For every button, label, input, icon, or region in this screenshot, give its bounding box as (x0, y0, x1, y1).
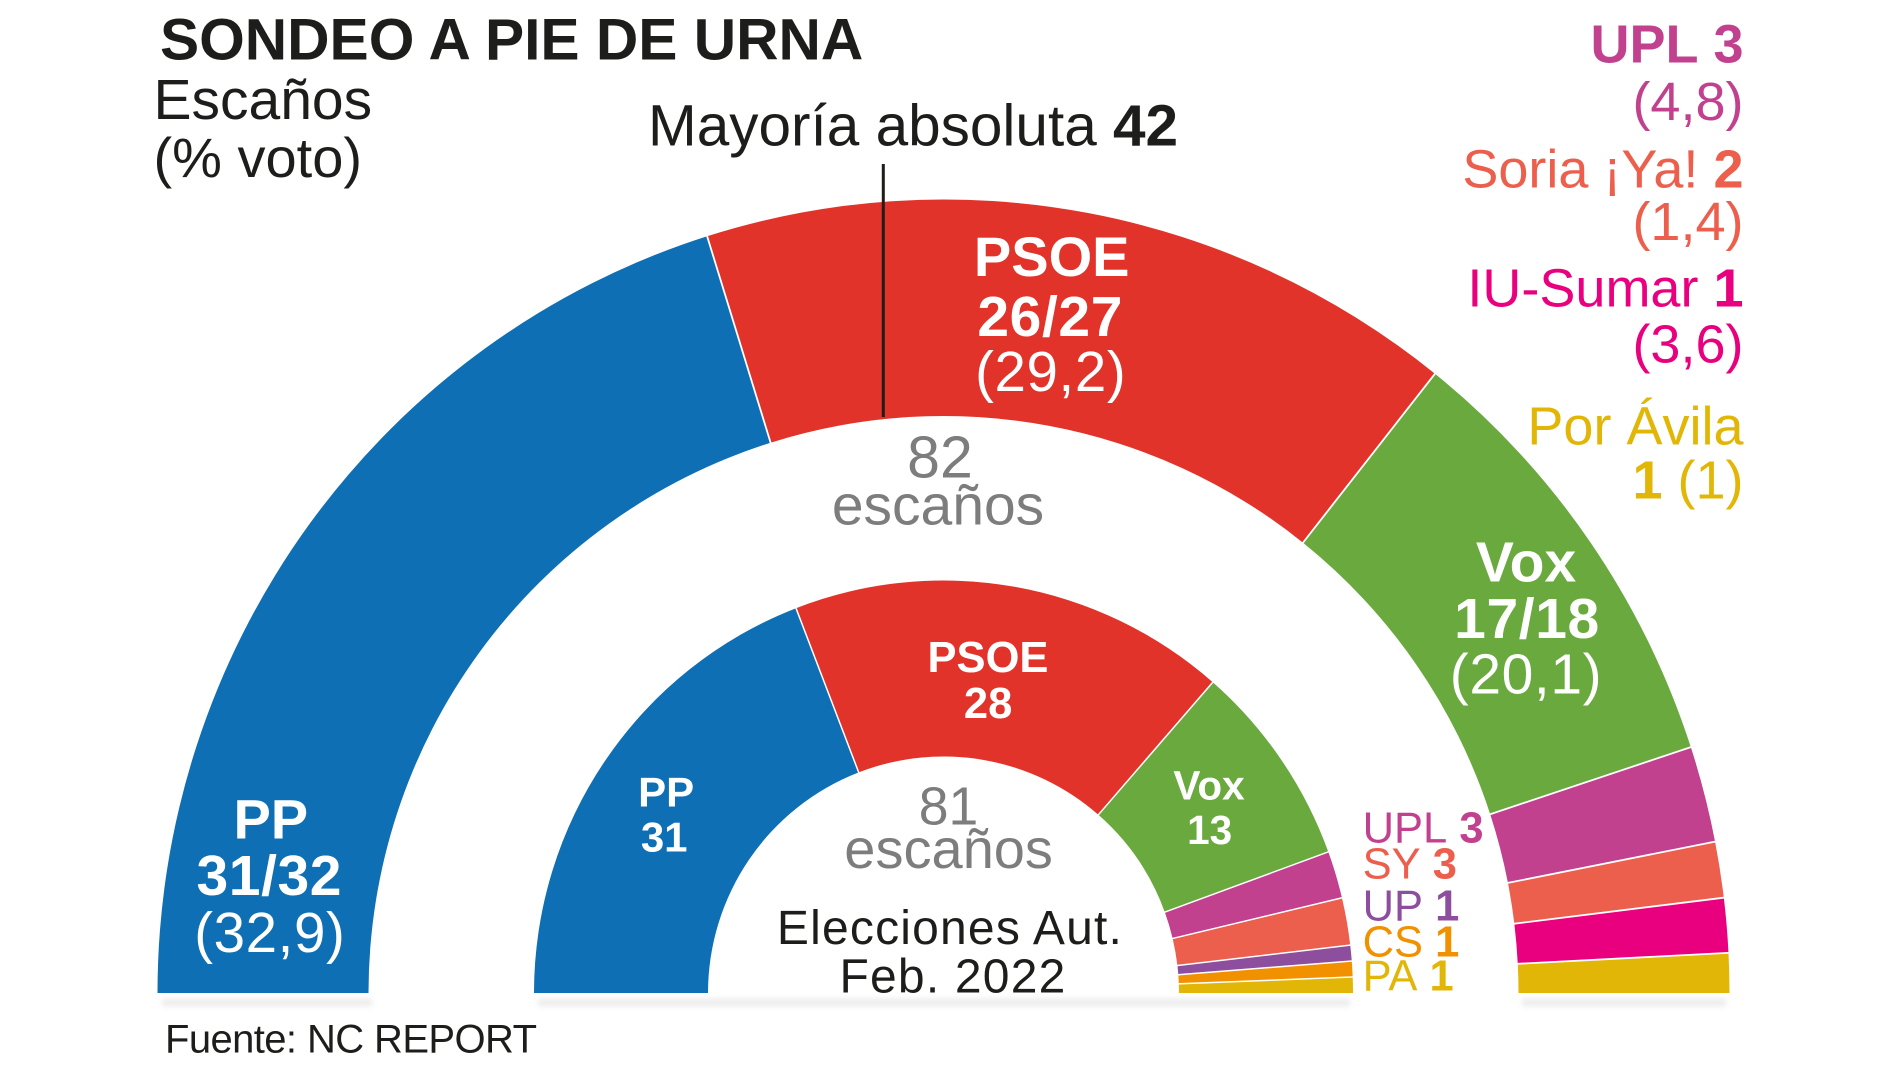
svg-text:PSOE: PSOE (974, 225, 1130, 288)
svg-text:26/27: 26/27 (977, 285, 1123, 349)
svg-text:81: 81 (919, 777, 979, 836)
svg-text:CS 1: CS 1 (1363, 919, 1460, 967)
svg-text:82: 82 (907, 425, 973, 491)
svg-text:PSOE: PSOE (928, 634, 1049, 682)
svg-text:Feb. 2022: Feb. 2022 (840, 951, 1067, 1004)
svg-text:(3,6): (3,6) (1632, 314, 1743, 374)
svg-text:UP 1: UP 1 (1363, 883, 1460, 931)
svg-text:(29,2): (29,2) (975, 340, 1126, 403)
svg-text:PA 1: PA 1 (1363, 953, 1454, 1001)
svg-text:1 (1): 1 (1) (1632, 450, 1743, 510)
svg-text:Mayoría absoluta 42: Mayoría absoluta 42 (648, 94, 1178, 159)
svg-text:UPL 3: UPL 3 (1590, 15, 1743, 75)
svg-text:Fuente: NC REPORT: Fuente: NC REPORT (165, 1018, 537, 1062)
svg-text:IU-Sumar 1: IU-Sumar 1 (1467, 258, 1743, 318)
svg-text:PP: PP (233, 788, 308, 851)
svg-text:17/18: 17/18 (1454, 587, 1600, 651)
svg-text:(% voto): (% voto) (154, 126, 363, 189)
svg-text:Por Ávila: Por Ávila (1527, 397, 1744, 457)
svg-text:Vox: Vox (1173, 763, 1245, 809)
svg-text:Elecciones Aut.: Elecciones Aut. (777, 902, 1123, 955)
svg-text:SY 3: SY 3 (1363, 841, 1457, 889)
svg-text:28: 28 (964, 680, 1012, 728)
svg-text:Escaños: Escaños (154, 68, 373, 132)
svg-text:31/32: 31/32 (196, 844, 342, 908)
svg-text:Soria ¡Ya! 2: Soria ¡Ya! 2 (1462, 139, 1743, 199)
svg-text:UPL 3: UPL 3 (1363, 805, 1484, 853)
svg-text:escaños: escaños (832, 474, 1044, 538)
svg-text:(32,9): (32,9) (194, 901, 345, 964)
svg-text:(4,8): (4,8) (1632, 72, 1743, 132)
svg-text:Vox: Vox (1476, 530, 1577, 594)
svg-text:31: 31 (641, 814, 688, 861)
svg-text:SONDEO A PIE DE URNA: SONDEO A PIE DE URNA (160, 8, 863, 73)
svg-text:(20,1): (20,1) (1450, 643, 1603, 707)
svg-text:(1,4): (1,4) (1632, 192, 1743, 252)
svg-text:escaños: escaños (844, 817, 1053, 880)
svg-text:PP: PP (638, 768, 694, 815)
svg-text:13: 13 (1187, 807, 1232, 853)
